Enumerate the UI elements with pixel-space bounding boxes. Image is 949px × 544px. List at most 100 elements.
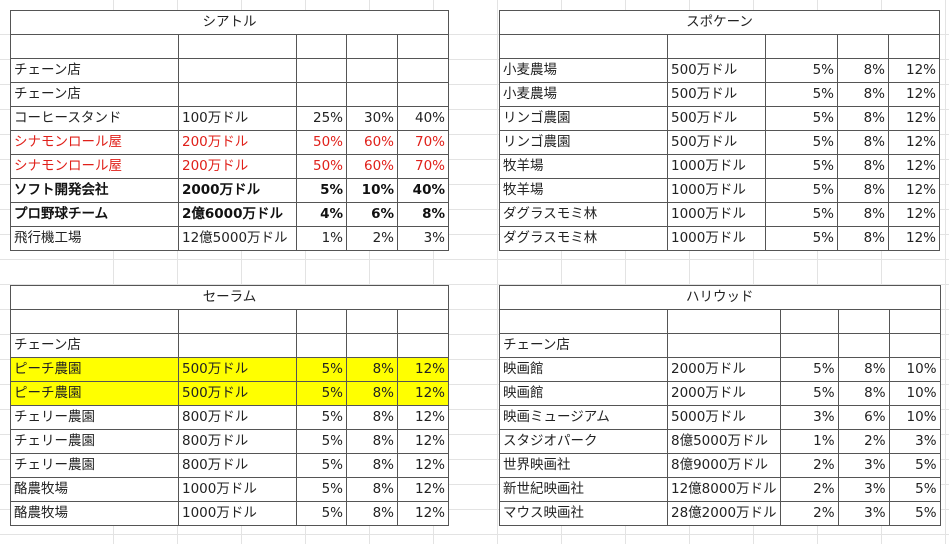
cell-name[interactable]: ピーチ農園 [10,357,179,382]
cell-value[interactable]: 1000万ドル [178,501,297,526]
cell-pct-1[interactable] [296,309,347,334]
cell-name[interactable]: チェーン店 [10,58,179,83]
cell-pct-3[interactable]: 12% [888,82,940,107]
cell-value[interactable] [178,309,297,334]
cell-value[interactable] [178,58,297,83]
cell-value[interactable]: 500万ドル [178,357,297,382]
cell-pct-2[interactable]: 8% [346,477,398,502]
cell-pct-3[interactable]: 12% [888,178,940,203]
cell-value[interactable]: 200万ドル [178,154,297,179]
cell-value[interactable]: 1000万ドル [178,477,297,502]
cell-pct-1[interactable]: 5% [765,82,838,107]
cell-pct-1[interactable] [296,82,347,107]
cell-name[interactable]: 世界映画社 [499,453,668,478]
cell-pct-1[interactable]: 5% [779,381,839,406]
cell-pct-2[interactable]: 8% [837,357,890,382]
cell-pct-1[interactable]: 2% [779,501,839,526]
cell-pct-1[interactable]: 5% [296,453,347,478]
cell-name[interactable]: マウス映画社 [499,501,668,526]
cell-pct-3[interactable]: 40% [397,178,449,203]
cell-name[interactable]: リンゴ農園 [499,130,668,155]
cell-pct-2[interactable]: 8% [346,405,398,430]
cell-pct-3[interactable]: 12% [888,58,940,83]
cell-pct-3[interactable]: 70% [397,154,449,179]
cell-name[interactable]: シナモンロール屋 [10,130,179,155]
cell-pct-2[interactable] [837,309,890,334]
cell-name[interactable]: 牧羊場 [499,154,668,179]
cell-name[interactable]: チェリー農園 [10,429,179,454]
cell-value[interactable]: 800万ドル [178,453,297,478]
cell-pct-1[interactable]: 5% [296,477,347,502]
cell-pct-3[interactable]: 12% [397,405,449,430]
cell-pct-2[interactable]: 8% [837,154,889,179]
cell-pct-3[interactable]: 5% [888,477,941,502]
cell-pct-2[interactable]: 8% [346,381,398,406]
block-title[interactable]: スポケーン [499,10,940,35]
cell-pct-3[interactable]: 3% [397,226,449,251]
cell-pct-2[interactable] [346,82,398,107]
cell-pct-3[interactable]: 70% [397,130,449,155]
cell-pct-3[interactable] [397,82,449,107]
cell-pct-1[interactable]: 5% [296,429,347,454]
cell-pct-2[interactable] [837,333,890,358]
cell-name[interactable]: 小麦農場 [499,82,668,107]
cell-name[interactable]: 映画館 [499,381,668,406]
cell-pct-3[interactable]: 12% [888,226,940,251]
cell-value[interactable]: 12億5000万ドル [178,226,297,251]
cell-pct-1[interactable]: 25% [296,106,347,131]
cell-pct-1[interactable]: 5% [296,357,347,382]
cell-name[interactable]: リンゴ農園 [499,106,668,131]
cell-pct-3[interactable] [888,333,941,358]
cell-value[interactable]: 5000万ドル [667,405,781,430]
cell-pct-1[interactable]: 50% [296,154,347,179]
cell-pct-1[interactable]: 5% [296,405,347,430]
cell-value[interactable]: 28億2000万ドル [667,501,781,526]
cell-pct-2[interactable]: 8% [837,58,889,83]
cell-pct-3[interactable] [397,309,449,334]
cell-pct-2[interactable]: 8% [837,130,889,155]
cell-pct-2[interactable] [837,34,889,59]
cell-value[interactable]: 2000万ドル [667,381,781,406]
cell-pct-3[interactable]: 8% [397,202,449,227]
cell-value[interactable]: 1000万ドル [667,178,766,203]
cell-pct-1[interactable]: 50% [296,130,347,155]
cell-pct-1[interactable]: 3% [779,405,839,430]
cell-value[interactable] [178,34,297,59]
cell-pct-3[interactable]: 12% [397,381,449,406]
cell-name[interactable]: チェーン店 [10,82,179,107]
cell-pct-1[interactable]: 5% [296,178,347,203]
cell-value[interactable]: 8億9000万ドル [667,453,781,478]
cell-pct-2[interactable]: 8% [837,381,890,406]
cell-value[interactable] [178,333,297,358]
cell-name[interactable]: スタジオパーク [499,429,668,454]
cell-pct-2[interactable]: 8% [837,178,889,203]
cell-pct-2[interactable] [346,333,398,358]
cell-pct-2[interactable]: 10% [346,178,398,203]
cell-value[interactable]: 500万ドル [667,82,766,107]
cell-name[interactable]: 映画館 [499,357,668,382]
cell-pct-2[interactable]: 8% [346,453,398,478]
cell-pct-1[interactable]: 2% [779,453,839,478]
cell-pct-3[interactable]: 10% [888,381,941,406]
cell-pct-1[interactable] [779,333,839,358]
cell-name[interactable]: チェーン店 [10,333,179,358]
cell-pct-1[interactable]: 5% [765,154,838,179]
cell-pct-2[interactable]: 8% [346,429,398,454]
cell-pct-1[interactable]: 4% [296,202,347,227]
cell-value[interactable]: 200万ドル [178,130,297,155]
cell-value[interactable]: 100万ドル [178,106,297,131]
cell-pct-2[interactable]: 2% [837,429,890,454]
cell-name[interactable]: 酪農牧場 [10,477,179,502]
cell-pct-3[interactable] [397,34,449,59]
cell-pct-1[interactable] [296,58,347,83]
cell-pct-1[interactable]: 5% [296,501,347,526]
cell-pct-3[interactable]: 12% [397,501,449,526]
cell-pct-1[interactable] [296,34,347,59]
cell-value[interactable] [667,309,781,334]
cell-value[interactable]: 8億5000万ドル [667,429,781,454]
cell-pct-1[interactable]: 5% [765,226,838,251]
cell-pct-2[interactable]: 8% [346,501,398,526]
cell-pct-3[interactable] [397,333,449,358]
cell-pct-1[interactable]: 5% [765,106,838,131]
cell-pct-3[interactable]: 12% [888,154,940,179]
